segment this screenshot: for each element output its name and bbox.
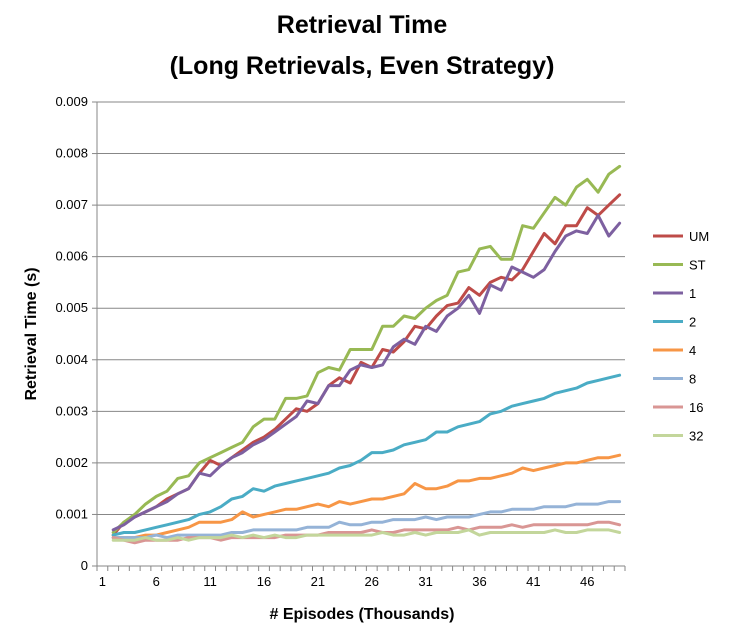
x-tick-label: 11 bbox=[203, 574, 217, 589]
x-tick-label: 21 bbox=[311, 574, 325, 589]
legend-label-2: 2 bbox=[689, 315, 696, 330]
x-tick-label: 26 bbox=[365, 574, 379, 589]
legend-label-32: 32 bbox=[689, 429, 703, 444]
y-tick-label: 0.001 bbox=[55, 506, 88, 521]
y-tick-label: 0.002 bbox=[55, 455, 88, 470]
series-line-4 bbox=[111, 453, 622, 540]
axes bbox=[92, 101, 626, 571]
series-line-32 bbox=[111, 528, 622, 542]
legend-label-8: 8 bbox=[689, 372, 696, 387]
y-axis-tick-labels: 0 0.001 0.002 0.003 0.004 0.005 0.006 0.007 0.00… bbox=[55, 94, 88, 573]
x-tick-label: 41 bbox=[526, 574, 540, 589]
series-line-ST bbox=[111, 164, 622, 534]
y-tick-label: 0.003 bbox=[55, 403, 88, 418]
y-tick-label: 0.005 bbox=[55, 300, 88, 315]
series-line-1 bbox=[111, 213, 622, 532]
y-tick-label: 0.007 bbox=[55, 197, 88, 212]
x-axis-title: # Episodes (Thousands) bbox=[270, 606, 455, 623]
y-tick-label: 0.008 bbox=[55, 146, 88, 161]
legend-label-4: 4 bbox=[689, 343, 696, 358]
y-axis-title: Retrieval Time (s) bbox=[23, 267, 40, 400]
chart-title-line2: (Long Retrievals, Even Strategy) bbox=[170, 52, 555, 80]
x-tick-label: 31 bbox=[418, 574, 432, 589]
x-tick-label: 16 bbox=[257, 574, 271, 589]
chart-title-line1: Retrieval Time bbox=[277, 11, 448, 39]
y-tick-label: 0.006 bbox=[55, 249, 88, 264]
legend: UM ST 1 2 4 8 16 32 bbox=[653, 229, 709, 444]
legend-label-16: 16 bbox=[689, 400, 703, 415]
gridlines bbox=[97, 101, 625, 515]
legend-label-1: 1 bbox=[689, 286, 696, 301]
y-tick-label: 0.009 bbox=[55, 94, 88, 109]
y-tick-label: 0 bbox=[81, 558, 88, 573]
x-tick-label: 36 bbox=[472, 574, 486, 589]
legend-label-UM: UM bbox=[689, 229, 709, 244]
series-line-2 bbox=[111, 373, 622, 537]
x-tick-label: 1 bbox=[99, 574, 106, 589]
legend-label-ST: ST bbox=[689, 258, 706, 273]
series-lines bbox=[111, 164, 622, 545]
y-tick-label: 0.004 bbox=[55, 352, 88, 367]
series-line-8 bbox=[111, 500, 622, 540]
x-tick-label: 46 bbox=[580, 574, 594, 589]
x-tick-label: 6 bbox=[153, 574, 160, 589]
x-axis-tick-labels: 1 6 11 16 21 26 31 36 41 46 bbox=[99, 574, 595, 589]
